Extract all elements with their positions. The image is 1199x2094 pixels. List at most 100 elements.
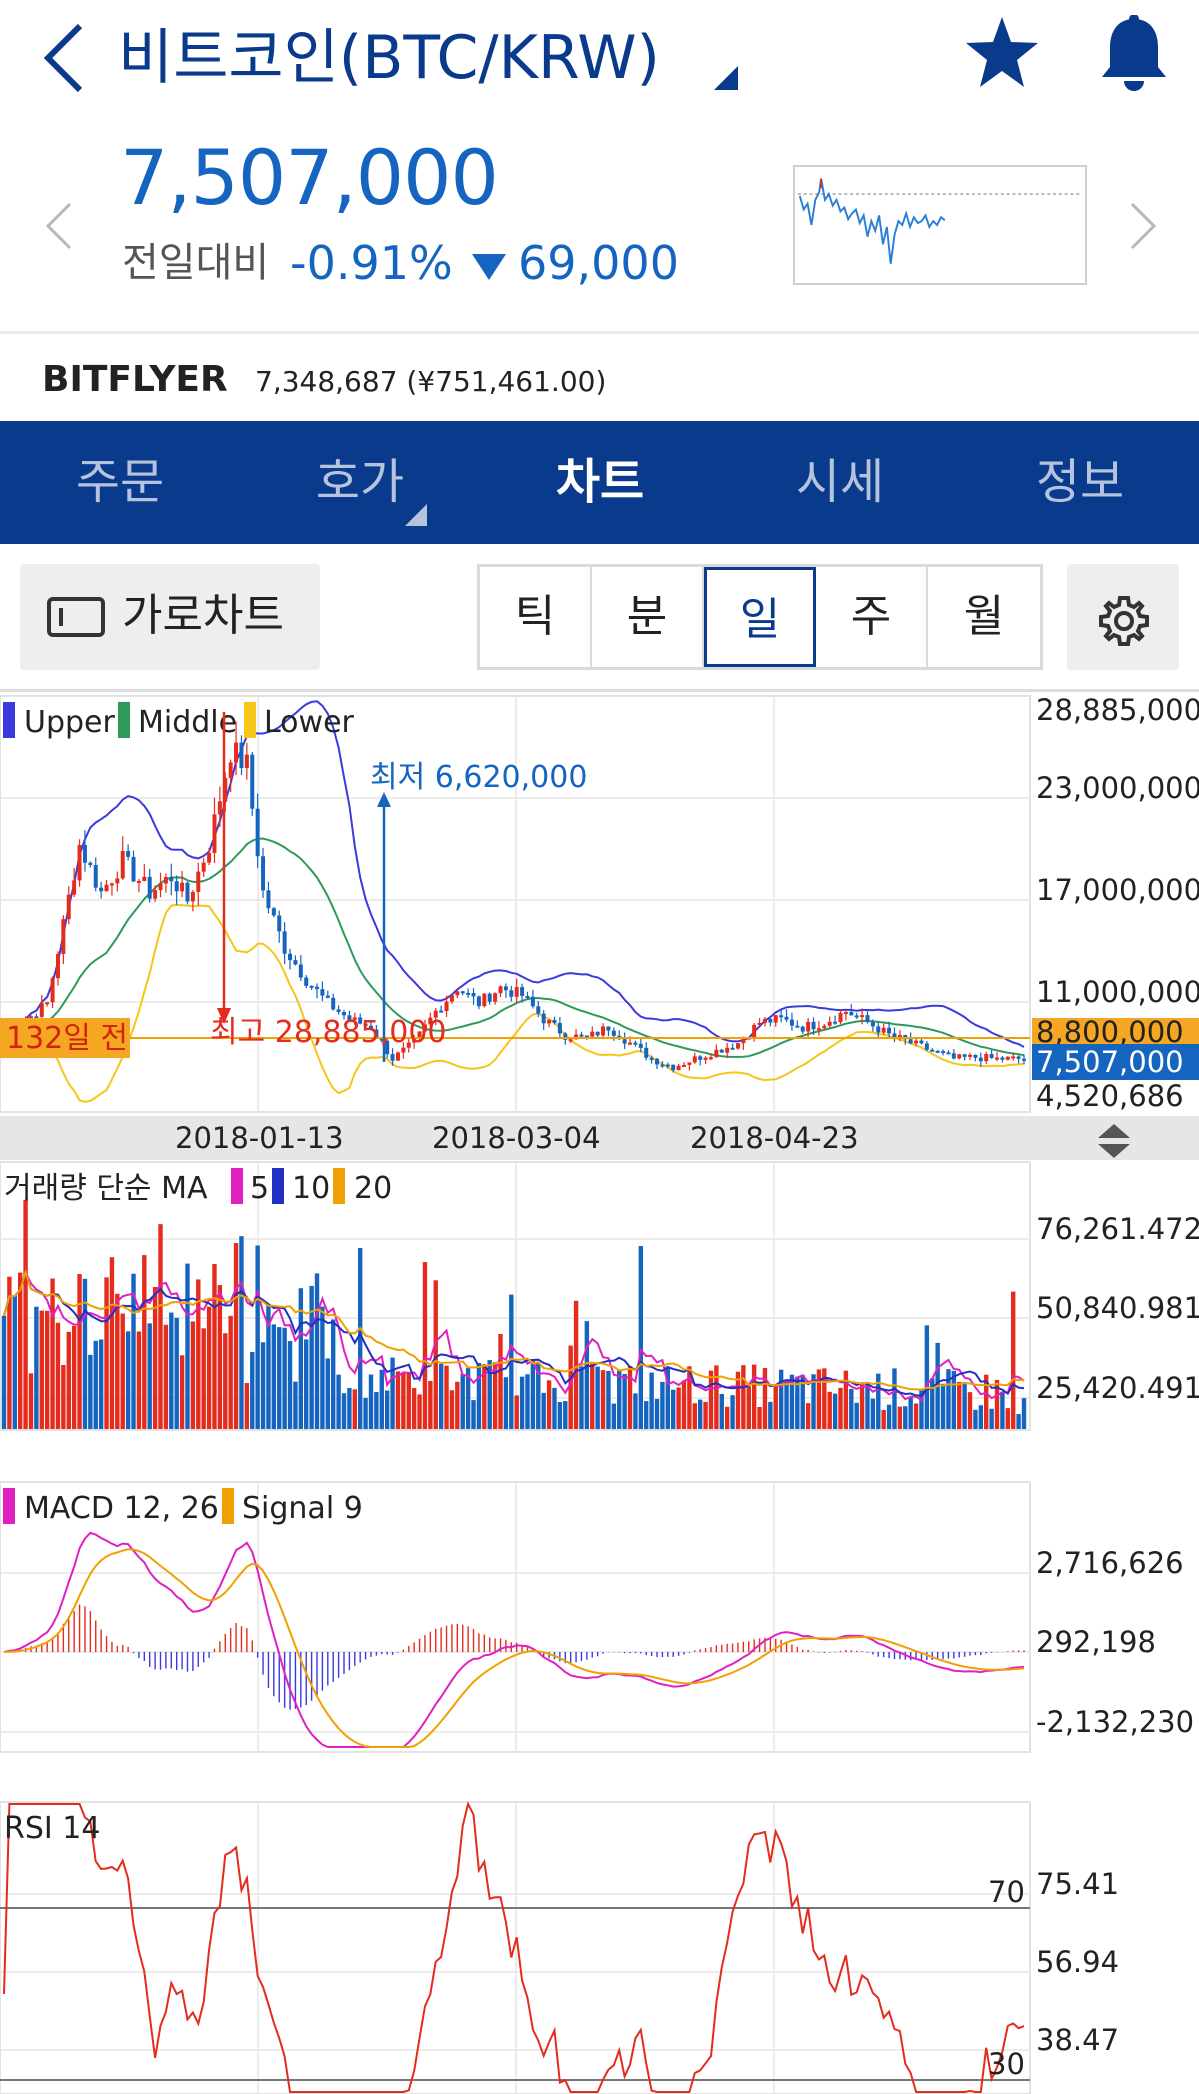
tab-orderbook[interactable]: 호가 [315,454,405,510]
tab-quotes[interactable]: 시세 [795,454,885,510]
candle [406,1042,411,1048]
volume-bar [217,1285,223,1429]
volume-bar [724,1406,730,1429]
y-tick: 11,000,000 [1036,975,1199,1009]
candle [331,997,336,1010]
volume-bar [411,1388,417,1429]
candle [498,986,503,994]
candle [444,1001,449,1012]
candle [773,1015,778,1023]
candle [93,864,98,888]
candle-panel[interactable]: Upper Middle Lower 최저 6,620,000 최고 28,88… [0,693,1199,1113]
candle [174,881,179,892]
volume-legend-20: 20 [354,1171,392,1206]
y-tick: 28,885,000 [1036,693,1199,727]
volume-bar [789,1374,795,1429]
candle [412,1038,417,1043]
dropdown-caret-icon[interactable] [712,66,738,90]
tab-chart[interactable]: 차트 [555,454,645,510]
volume-bar [379,1369,384,1429]
volume-bar [444,1365,449,1429]
candle [352,1017,357,1020]
volume-bar [314,1273,320,1429]
candle [876,1026,881,1033]
volume-bar [638,1246,644,1429]
current-price-tag-label: 7,507,000 [1036,1045,1184,1079]
candle [784,1016,789,1020]
volume-bar [331,1319,336,1429]
candle [228,762,233,778]
chart-area[interactable]: Upper Middle Lower 최저 6,620,000 최고 28,88… [0,692,1199,2094]
volume-bar [185,1263,190,1429]
volume-bar [266,1305,271,1429]
candle [55,953,60,979]
back-icon[interactable] [38,18,98,98]
mini-price-chart[interactable] [793,165,1087,285]
volume-bar [201,1328,206,1429]
candle [590,1031,595,1037]
rsi-panel[interactable]: RSI 14 70 30 75.41 56.94 38.47 [0,1801,1119,2094]
candle [730,1047,735,1050]
candle [1011,1056,1016,1059]
bell-icon[interactable] [1098,15,1170,93]
volume-bar [876,1373,881,1429]
volume-bar [82,1278,88,1429]
volume-bar [503,1377,509,1429]
volume-bar [897,1406,903,1429]
candle [838,1012,843,1023]
prev-icon[interactable] [44,200,74,252]
candle [676,1065,681,1071]
volume-bar [368,1374,374,1429]
current-price: 7,507,000 [120,133,499,222]
y-tick: 23,000,000 [1036,771,1199,805]
candle [288,953,293,961]
volume-panel[interactable]: 거래량 단순 MA 5 10 20 76,261.472 50,840.981 … [0,1161,1199,1431]
period-day[interactable]: 일 [704,567,816,667]
volume-bar [142,1255,147,1429]
star-icon[interactable] [965,15,1039,89]
volume-bar [978,1405,984,1429]
volume-bar [552,1387,557,1429]
candle [649,1057,654,1060]
tab-info[interactable]: 정보 [1035,454,1125,510]
candle [401,1047,406,1053]
candle [611,1030,616,1036]
chart-settings-button[interactable] [1067,564,1179,670]
candle [320,989,325,996]
period-week[interactable]: 주 [816,567,928,667]
volume-bar [870,1398,876,1429]
resize-handle-icon[interactable] [1098,1124,1130,1158]
candle [962,1054,967,1057]
candle [244,754,249,769]
volume-bar [617,1370,622,1429]
candle [800,1026,805,1032]
volume-bar [39,1310,44,1429]
volume-bar [115,1293,120,1429]
period-month[interactable]: 월 [963,591,1005,642]
page-title[interactable]: 비트코인(BTC/KRW) [118,23,660,93]
volume-bar [341,1393,347,1429]
rsi-level-30: 30 [988,2047,1025,2081]
candle [973,1054,978,1058]
candle [671,1064,676,1071]
volume-bar [994,1379,1000,1429]
next-icon[interactable] [1128,200,1158,252]
period-minute[interactable]: 분 [592,567,704,667]
candle [201,862,206,872]
candle [682,1064,686,1067]
volume-bar [1000,1391,1005,1429]
volume-bar [449,1390,455,1429]
macd-panel[interactable]: MACD 12, 26 Signal 9 2,716,626 292,198 -… [0,1481,1194,1753]
volume-bar [428,1380,433,1429]
volume-bar [649,1372,654,1429]
landscape-chart-button[interactable] [20,564,320,670]
volume-bar [757,1407,762,1429]
candle [109,883,114,886]
period-tick[interactable]: 틱 [480,567,592,667]
tab-order[interactable]: 주문 [75,454,165,510]
volume-bar [109,1257,115,1429]
volume-bar [822,1368,827,1429]
candle [806,1021,811,1032]
candle [282,931,287,954]
volume-bar [930,1378,935,1429]
